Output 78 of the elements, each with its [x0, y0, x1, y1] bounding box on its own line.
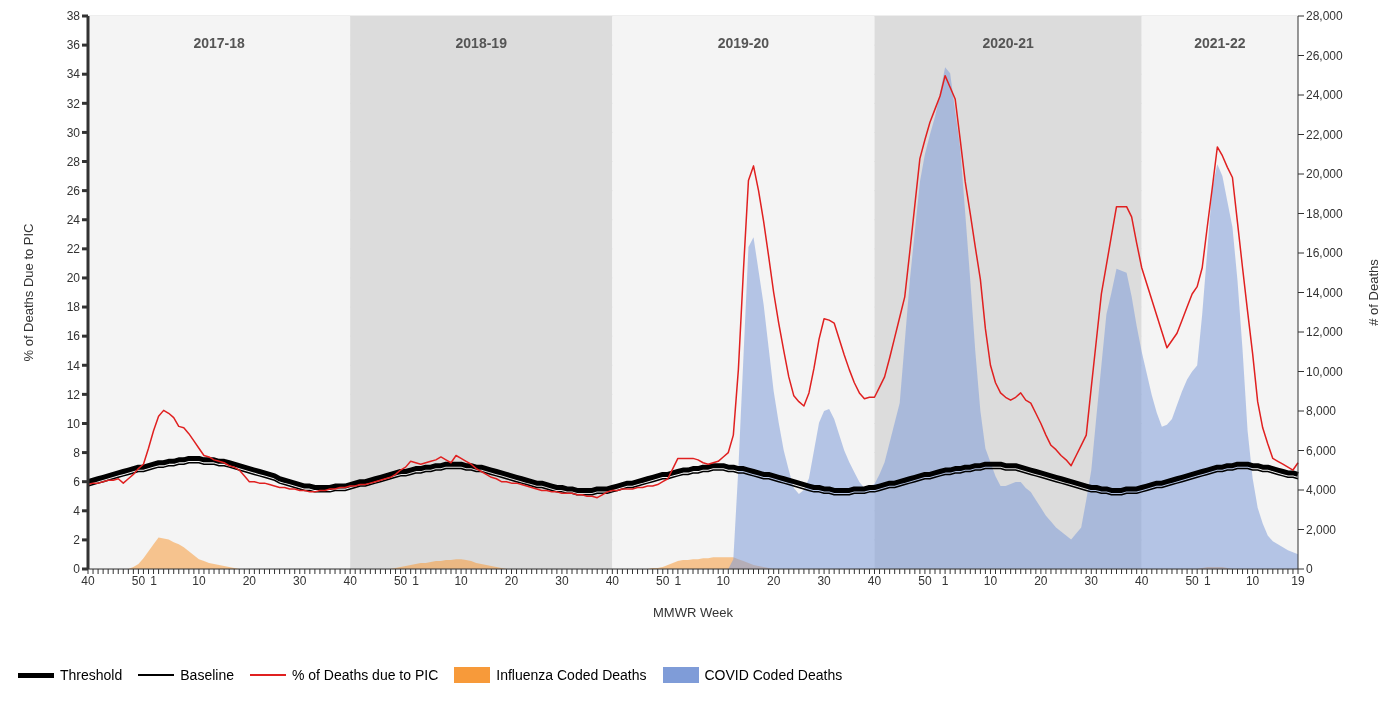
x-tick-label: 20 — [504, 573, 519, 588]
annotation: 2018-19 — [455, 34, 508, 51]
y-axis-title: % of Deaths Due to PIC — [20, 223, 36, 362]
y2-tick-label: 16,000 — [1306, 246, 1344, 261]
x-tick-label: 50 — [131, 573, 146, 588]
y-tick-label: 28 — [66, 154, 81, 169]
x-tick-label: 20 — [1034, 573, 1048, 588]
x-tick-label: 10 — [1245, 573, 1260, 588]
y-tick-label: 36 — [66, 38, 81, 53]
y-tick-label: 30 — [66, 125, 81, 140]
annotation: 2021-22 — [1194, 34, 1246, 51]
x-tick-label: 19 — [1291, 573, 1305, 588]
x-tick-label: 30 — [293, 573, 307, 588]
legend-label: Baseline — [180, 667, 234, 683]
x-tick-label: 1 — [150, 573, 158, 588]
x-axis-title: MMWR Week — [653, 605, 734, 620]
y-tick-label: 22 — [66, 242, 81, 257]
y-tick-label: 18 — [66, 300, 81, 315]
y2-tick-label: 6,000 — [1306, 443, 1337, 458]
y-tick-label: 14 — [66, 358, 81, 373]
y2-tick-label: 20,000 — [1306, 167, 1344, 182]
y2-tick-label: 28,000 — [1306, 9, 1344, 24]
x-tick-label: 30 — [1084, 573, 1099, 588]
x-tick-label: 20 — [766, 573, 781, 588]
x-tick-label: 1 — [412, 573, 420, 588]
y-tick-label: 10 — [66, 416, 81, 431]
x-tick-label: 10 — [983, 573, 998, 588]
y-tick-label: 26 — [66, 183, 81, 198]
y2-tick-label: 18,000 — [1306, 206, 1344, 221]
y-tick-label: 4 — [73, 504, 81, 519]
y-tick-label: 6 — [73, 474, 81, 489]
y2-tick-label: 2,000 — [1306, 522, 1337, 537]
y-tick-label: 34 — [66, 67, 81, 82]
y-tick-label: 20 — [66, 271, 81, 286]
x-tick-label: 50 — [393, 573, 408, 588]
y-tick-label: 8 — [73, 445, 81, 460]
x-tick-label: 10 — [192, 573, 206, 588]
y-tick-label: 32 — [66, 96, 81, 111]
x-tick-label: 20 — [242, 573, 257, 588]
x-tick-label: 10 — [454, 573, 469, 588]
y-tick-label: 12 — [66, 387, 81, 402]
y2-tick-label: 22,000 — [1306, 127, 1344, 142]
x-tick-label: 50 — [918, 573, 932, 588]
annotation: 2020-21 — [982, 34, 1034, 51]
y2-tick-label: 12,000 — [1306, 325, 1344, 340]
y-tick-label: 16 — [66, 329, 81, 344]
legend-label: Threshold — [60, 667, 123, 683]
x-tick-label: 30 — [555, 573, 569, 588]
x-tick-label: 50 — [1185, 573, 1200, 588]
y2-tick-label: 14,000 — [1306, 285, 1344, 300]
x-tick-label: 1 — [674, 573, 682, 588]
y2-tick-label: 8,000 — [1306, 404, 1337, 419]
y-tick-label: 38 — [66, 9, 81, 24]
x-tick-label: 40 — [343, 573, 358, 588]
legend-label: COVID Coded Deaths — [704, 667, 843, 683]
y2-tick-label: 26,000 — [1306, 48, 1344, 63]
line-series — [87, 74, 1299, 499]
y2-tick-label: 0 — [1306, 562, 1313, 577]
legend-label: Influenza Coded Deaths — [496, 667, 647, 683]
y-tick-label: 2 — [73, 533, 81, 548]
y2-tick-label: 10,000 — [1306, 364, 1344, 379]
x-tick-label: 40 — [1135, 573, 1149, 588]
x-tick-label: 10 — [716, 573, 731, 588]
y2-tick-label: 24,000 — [1306, 88, 1344, 103]
x-tick-label: 30 — [817, 573, 832, 588]
x-tick-label: 1 — [1203, 573, 1211, 588]
y2-axis-title: # of Deaths — [1365, 258, 1381, 326]
x-tick-label: 40 — [605, 573, 620, 588]
x-tick-label: 40 — [81, 573, 95, 588]
x-tick-label: 40 — [867, 573, 882, 588]
legend-label: % of Deaths due to PIC — [291, 667, 439, 683]
y2-tick-label: 4,000 — [1306, 483, 1337, 498]
annotation: 2019-20 — [717, 34, 770, 51]
y-tick-label: 24 — [66, 213, 81, 227]
x-tick-label: 50 — [656, 573, 670, 588]
y-tick-label: 0 — [73, 562, 81, 577]
x-tick-label: 1 — [941, 573, 949, 588]
annotation: 2017-18 — [193, 34, 245, 51]
